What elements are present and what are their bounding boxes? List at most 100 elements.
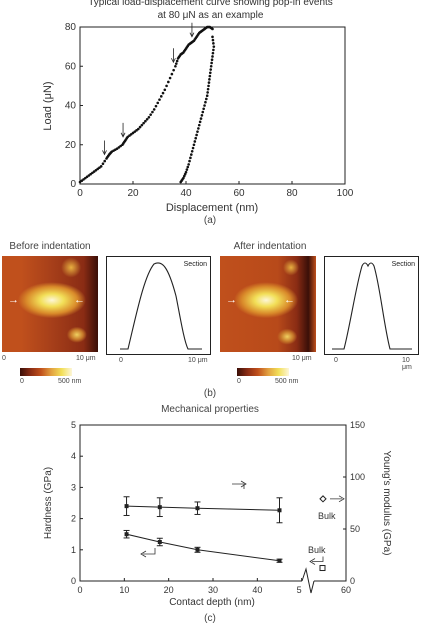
arrow-right-icon: → bbox=[226, 294, 237, 306]
unloading-point bbox=[211, 35, 214, 39]
hardness-line bbox=[126, 533, 280, 562]
unloading-point bbox=[195, 133, 198, 137]
unloading-point bbox=[206, 87, 210, 91]
loading-point bbox=[163, 88, 167, 92]
pop-in-arrows bbox=[102, 22, 195, 156]
x-tick-label: 0 bbox=[77, 585, 82, 595]
unloading-point bbox=[211, 55, 214, 58]
y-tick-label-right: 150 bbox=[350, 420, 365, 430]
unloading-point bbox=[212, 45, 216, 48]
modulus-line bbox=[126, 505, 280, 511]
unloading-point bbox=[208, 78, 211, 81]
x-tick-label: 50 bbox=[297, 585, 307, 595]
loading-point bbox=[175, 59, 179, 63]
unloading-point bbox=[207, 84, 210, 88]
y-tick-label: 80 bbox=[65, 22, 77, 33]
modulus-point bbox=[277, 508, 282, 513]
y-tick-label-right: 0 bbox=[350, 576, 355, 586]
section-profile-after: Section bbox=[324, 256, 419, 355]
pop-in-arrowhead bbox=[120, 132, 126, 138]
afm-image-before: → ← bbox=[2, 256, 98, 352]
y-tick-label-left: 4 bbox=[71, 451, 76, 461]
section-scale-left-after: 0 bbox=[334, 357, 338, 364]
x-tick-label: 100 bbox=[337, 188, 354, 199]
x-tick-label: 20 bbox=[127, 188, 139, 199]
loading-point bbox=[147, 115, 151, 119]
loading-point bbox=[101, 162, 105, 166]
unloading-point bbox=[190, 153, 193, 156]
arrow-right-icon: → bbox=[8, 294, 19, 306]
section-profile-before: Section bbox=[106, 256, 211, 355]
hardness-point bbox=[157, 540, 162, 544]
bulk-modulus-arrow bbox=[330, 495, 345, 503]
y-axis-label: Load (μN) bbox=[42, 81, 54, 130]
unloading-point bbox=[194, 136, 198, 140]
y-tick-label: 0 bbox=[70, 179, 76, 190]
unloading-point bbox=[200, 114, 204, 117]
unloading-point bbox=[208, 71, 212, 75]
loading-point bbox=[99, 165, 103, 168]
loading-point bbox=[151, 110, 154, 114]
hardness-point bbox=[124, 532, 129, 537]
unloading-point bbox=[207, 81, 211, 84]
unloading-point bbox=[206, 91, 209, 94]
unloading-point bbox=[179, 180, 182, 184]
loading-point bbox=[158, 98, 161, 101]
data-points bbox=[78, 25, 216, 184]
y-tick-label: 40 bbox=[65, 101, 77, 112]
section-curve bbox=[120, 262, 202, 350]
section-scale-right-after: 10 μm bbox=[402, 357, 412, 371]
unloading-point bbox=[191, 146, 195, 150]
unloading-point bbox=[187, 163, 190, 166]
image-scale-left: 0 bbox=[2, 355, 6, 362]
loading-point bbox=[174, 64, 177, 68]
unloading-point bbox=[203, 104, 206, 107]
image-scale-right: 10 μm bbox=[76, 355, 96, 362]
unloading-point bbox=[212, 48, 215, 52]
x-tick-label: 40 bbox=[180, 188, 192, 199]
section-label: Section bbox=[392, 261, 415, 268]
loading-point bbox=[167, 80, 170, 84]
unloading-point bbox=[209, 68, 213, 71]
loading-point bbox=[172, 68, 175, 72]
panel-c-caption: (c) bbox=[204, 613, 216, 624]
loading-point bbox=[174, 62, 178, 65]
plot-frame bbox=[79, 424, 347, 582]
unloading-point bbox=[186, 165, 190, 169]
loading-point bbox=[142, 121, 145, 125]
loading-point bbox=[156, 101, 160, 105]
unloading-point bbox=[185, 168, 189, 171]
unloading-point bbox=[188, 159, 191, 163]
pop-in-arrowhead bbox=[171, 58, 176, 64]
x-tick-label: 20 bbox=[164, 585, 174, 595]
modulus-axis-arrow bbox=[232, 480, 247, 489]
unloading-point bbox=[189, 156, 192, 160]
y-tick-label-left: 2 bbox=[71, 514, 76, 524]
y-tick-label: 60 bbox=[65, 61, 77, 72]
unloading-point bbox=[211, 38, 215, 42]
section-frame bbox=[324, 256, 419, 355]
modulus-point bbox=[157, 505, 162, 510]
unloading-point bbox=[183, 172, 187, 176]
loading-point bbox=[168, 76, 172, 80]
loading-point bbox=[137, 127, 140, 131]
loading-point bbox=[138, 125, 142, 129]
loading-point bbox=[165, 84, 168, 88]
after-indentation-title: After indentation bbox=[233, 241, 307, 252]
loading-point bbox=[145, 117, 149, 121]
x-tick-label: 0 bbox=[77, 188, 83, 199]
panel-a-title-line2: at 80 μN as an example bbox=[157, 10, 264, 21]
unloading-point bbox=[209, 64, 213, 68]
panel-a-title-line1: Typical load-displacement curve showing … bbox=[88, 0, 333, 8]
colorbar-before-min: 0 bbox=[20, 378, 24, 385]
unloading-point bbox=[208, 74, 212, 78]
colorbar-after bbox=[237, 368, 289, 376]
x-tick-label: 80 bbox=[286, 188, 298, 199]
bulk-hardness-arrow bbox=[309, 556, 324, 565]
loading-point bbox=[159, 95, 163, 98]
unloading-point bbox=[196, 130, 199, 133]
y-tick-label-left: 5 bbox=[71, 420, 76, 430]
loading-point bbox=[154, 104, 158, 108]
